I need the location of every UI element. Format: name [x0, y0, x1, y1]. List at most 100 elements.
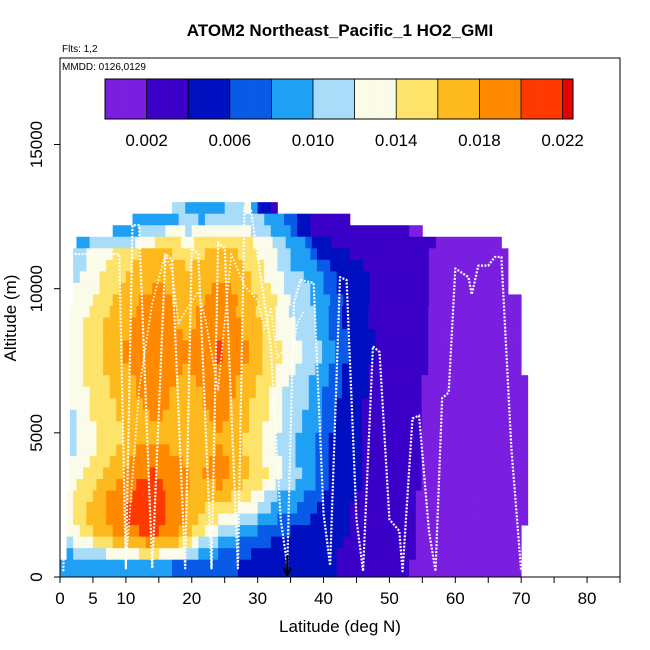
heatmap-cell	[310, 282, 318, 295]
heatmap-cell	[158, 213, 166, 226]
heatmap-cell	[428, 502, 436, 514]
heatmap-cell	[328, 478, 336, 491]
heatmap-cell	[475, 525, 483, 538]
heatmap-cell	[191, 525, 199, 538]
heatmap-cell	[142, 444, 150, 457]
heatmap-cell	[162, 409, 170, 422]
heatmap-cell	[481, 502, 489, 514]
heatmap-cell	[474, 329, 482, 341]
heatmap-cell	[106, 502, 114, 514]
heatmap-cell	[224, 536, 232, 549]
heatmap-cell	[514, 536, 522, 549]
heatmap-cell	[308, 409, 316, 422]
heatmap-cell	[165, 490, 173, 503]
heatmap-cell	[262, 444, 270, 457]
heatmap-cell	[396, 259, 403, 272]
heatmap-cell	[494, 375, 502, 388]
heatmap-cell	[368, 352, 376, 365]
heatmap-cell	[468, 421, 476, 434]
heatmap-cell	[475, 236, 483, 249]
heatmap-cell	[308, 421, 316, 434]
heatmap-cell	[215, 317, 223, 330]
heatmap-cell	[341, 432, 349, 445]
heatmap-cell	[421, 444, 429, 457]
heatmap-cell	[481, 282, 489, 295]
heatmap-cell	[218, 202, 226, 215]
heatmap-cell	[409, 490, 417, 503]
heatmap-cell	[136, 432, 144, 445]
heatmap-cell	[222, 398, 230, 411]
heatmap-cell	[270, 559, 278, 577]
heatmap-cell	[375, 398, 383, 411]
heatmap-cell	[508, 502, 515, 514]
heatmap-cell	[521, 467, 529, 480]
heatmap-cell	[202, 478, 210, 491]
heatmap-cell	[125, 259, 133, 272]
heatmap-cell	[388, 444, 396, 457]
heatmap-cell	[396, 559, 403, 577]
heatmap-cell	[382, 248, 390, 261]
heatmap-cell	[172, 294, 179, 307]
heatmap-cell	[336, 294, 344, 307]
heatmap-cell	[139, 513, 147, 526]
heatmap-cell	[448, 305, 456, 318]
heatmap-cell	[454, 305, 462, 318]
heatmap-cell	[308, 398, 316, 411]
heatmap-cell	[275, 409, 283, 422]
heatmap-cell	[428, 478, 436, 491]
heatmap-cell	[396, 282, 403, 295]
heatmap-cell	[468, 248, 476, 261]
colorbar-swatch	[245, 79, 251, 119]
heatmap-cell	[237, 513, 245, 526]
heatmap-cell	[461, 363, 469, 376]
heatmap-cell	[154, 236, 162, 249]
heatmap-cell	[308, 363, 316, 376]
heatmap-cell	[76, 317, 84, 330]
heatmap-cell	[242, 340, 250, 353]
heatmap-cell	[448, 294, 456, 307]
heatmap-cell	[83, 317, 91, 330]
heatmap-cell	[454, 386, 462, 399]
heatmap-cell	[507, 329, 515, 341]
heatmap-cell	[341, 352, 350, 365]
heatmap-cell	[401, 352, 409, 365]
heatmap-cell	[262, 409, 270, 422]
heatmap-cell	[103, 375, 111, 388]
heatmap-cell	[185, 513, 193, 526]
heatmap-cell	[355, 432, 363, 445]
heatmap-cell	[198, 213, 206, 226]
heatmap-cell	[494, 548, 502, 561]
heatmap-cell	[336, 513, 344, 526]
heatmap-cell	[514, 548, 522, 561]
heatmap-cell	[195, 421, 204, 434]
heatmap-cell	[428, 363, 436, 376]
heatmap-cell	[322, 444, 330, 457]
heatmap-cell	[322, 305, 330, 318]
heatmap-cell	[136, 444, 144, 457]
heatmap-cell	[348, 329, 356, 341]
heatmap-cell	[421, 305, 429, 318]
heatmap-cell	[158, 559, 166, 577]
heatmap-cell	[112, 559, 120, 577]
heatmap-cell	[368, 455, 376, 468]
heatmap-cell	[257, 490, 265, 503]
heatmap-cell	[448, 455, 456, 468]
heatmap-cell	[288, 432, 296, 445]
heatmap-cell	[328, 305, 336, 318]
heatmap-cell	[195, 340, 204, 353]
heatmap-cell	[209, 398, 217, 411]
heatmap-cell	[361, 421, 369, 434]
colorbar-swatch	[188, 79, 194, 119]
heatmap-cell	[215, 329, 223, 341]
heatmap-cell	[109, 467, 117, 480]
heatmap-cell	[89, 352, 97, 365]
heatmap-cell	[73, 536, 81, 549]
heatmap-cell	[349, 294, 357, 307]
heatmap-cell	[122, 363, 131, 376]
heatmap-cell	[99, 490, 107, 503]
heatmap-cell	[189, 375, 197, 388]
heatmap-cell	[363, 282, 371, 295]
heatmap-cell	[282, 375, 290, 388]
heatmap-cell	[86, 525, 94, 538]
